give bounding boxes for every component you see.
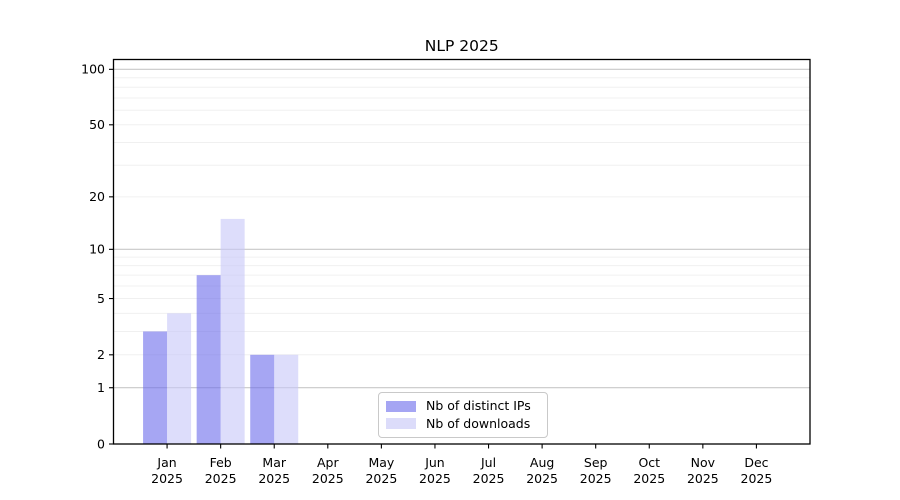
chart-title: NLP 2025 (425, 37, 499, 55)
y-tick-label: 1 (97, 380, 105, 395)
x-tick-label-month: Sep (584, 455, 608, 470)
axes: 0125102050100Jan2025Feb2025Mar2025Apr202… (81, 58, 811, 486)
legend-item-distinct-ips: Nb of distinct IPs (386, 398, 539, 413)
bars (143, 218, 299, 444)
x-tick-label-year: 2025 (151, 471, 183, 486)
x-tick-label-year: 2025 (741, 471, 773, 486)
x-tick-label-year: 2025 (473, 471, 505, 486)
bar-jan-distinct-ips (143, 331, 168, 444)
x-tick-label-year: 2025 (419, 471, 451, 486)
x-tick-label-year: 2025 (205, 471, 237, 486)
x-tick-label-month: Oct (638, 455, 660, 470)
x-tick-label-year: 2025 (580, 471, 612, 486)
x-tick-label-month: Nov (691, 455, 716, 470)
legend: Nb of distinct IPs Nb of downloads (378, 392, 548, 438)
x-tick-label-month: Mar (262, 455, 286, 470)
x-tick-label-year: 2025 (633, 471, 665, 486)
bar-feb-downloads (220, 218, 245, 444)
x-tick-label-month: Jan (156, 455, 176, 470)
legend-label-downloads: Nb of downloads (426, 415, 531, 431)
x-tick-label-month: Feb (210, 455, 232, 470)
legend-label-distinct-ips: Nb of distinct IPs (426, 398, 531, 413)
bar-feb-distinct-ips (196, 275, 221, 444)
x-tick-label-month: Dec (744, 455, 768, 470)
x-tick-label-month: Aug (530, 455, 554, 470)
x-tick-label-year: 2025 (687, 471, 719, 486)
y-tick-label: 50 (89, 117, 105, 132)
x-tick-label-month: Jul (480, 455, 496, 470)
y-tick-label: 10 (89, 242, 105, 257)
x-tick-label-year: 2025 (312, 471, 344, 486)
x-tick-label-month: May (368, 455, 394, 470)
plot-border (112, 58, 811, 445)
x-tick-label-year: 2025 (365, 471, 397, 486)
x-tick-label-month: Apr (317, 455, 339, 470)
y-tick-label: 5 (97, 291, 105, 306)
bar-jan-downloads (167, 313, 192, 444)
legend-item-downloads: Nb of downloads (386, 415, 539, 431)
y-tick-label: 20 (89, 189, 105, 204)
y-tick-label: 2 (97, 347, 105, 362)
x-tick-label-month: Jun (424, 455, 445, 470)
legend-swatch-distinct-ips (386, 400, 416, 412)
x-tick-label-year: 2025 (258, 471, 290, 486)
y-tick-label: 100 (81, 62, 105, 77)
bar-mar-distinct-ips (250, 354, 275, 444)
x-tick-label-year: 2025 (526, 471, 558, 486)
legend-swatch-downloads (386, 418, 416, 430)
bar-mar-downloads (274, 354, 299, 444)
y-tick-label: 0 (97, 436, 105, 451)
